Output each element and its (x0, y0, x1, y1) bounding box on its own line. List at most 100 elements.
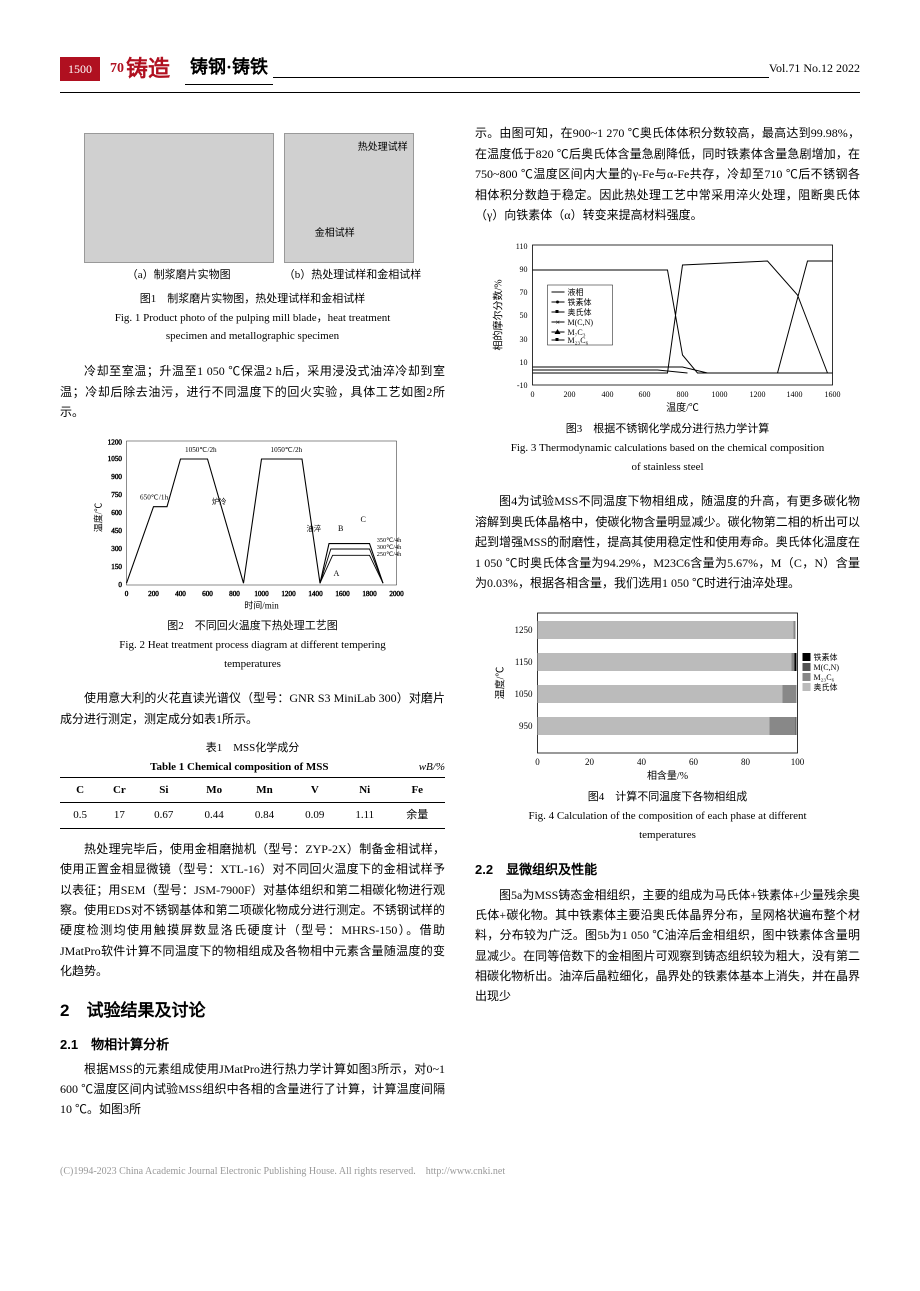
svg-text:M₂₃C₆: M₂₃C₆ (814, 673, 835, 682)
svg-text:1200: 1200 (750, 390, 766, 399)
fig1a-image (84, 133, 274, 263)
fig2-chart: 0 150 300 450 600 750 900 1050 1200 0 20… (60, 432, 445, 612)
svg-text:70: 70 (520, 288, 528, 297)
fig1a-subcaption: （a）制浆磨片实物图 (84, 266, 274, 285)
section-title: 铸钢·铸铁 (185, 52, 273, 86)
svg-text:450: 450 (111, 527, 122, 535)
svg-text:1600: 1600 (825, 390, 841, 399)
svg-text:炉冷: 炉冷 (212, 497, 226, 506)
svg-text:950: 950 (519, 721, 533, 731)
svg-text:1200: 1200 (108, 439, 123, 447)
svg-text:1800: 1800 (362, 590, 377, 598)
figure-2: 0 150 300 450 600 750 900 1050 1200 0 20… (60, 432, 445, 673)
fig2-caption-en2: temperatures (60, 655, 445, 674)
svg-text:20: 20 (585, 757, 595, 767)
svg-text:800: 800 (229, 590, 240, 598)
svg-text:90: 90 (520, 265, 528, 274)
paragraph: 热处理完毕后，使用金相磨抛机（型号：ZYP-2X）制备金相试样，使用正置金相显微… (60, 839, 445, 982)
fig4-caption-en1: Fig. 4 Calculation of the composition of… (475, 807, 860, 826)
svg-text:油淬: 油淬 (307, 524, 321, 533)
svg-text:800: 800 (677, 390, 689, 399)
svg-text:0: 0 (118, 581, 122, 589)
table1-caption: 表1 MSS化学成分 Table 1 Chemical composition … (60, 739, 445, 776)
logo: 70 铸造 (110, 50, 170, 87)
svg-text:1600: 1600 (335, 590, 350, 598)
paragraph: 使用意大利的火花直读光谱仪（型号：GNR S3 MiniLab 300）对磨片成… (60, 688, 445, 729)
svg-text:1000: 1000 (712, 390, 728, 399)
svg-text:1050: 1050 (515, 689, 534, 699)
page-footer: (C)1994-2023 China Academic Journal Elec… (60, 1163, 860, 1180)
svg-text:相含量/%: 相含量/% (647, 769, 688, 782)
svg-text:液相: 液相 (568, 287, 584, 297)
fig2-caption-cn: 图2 不同回火温度下热处理工艺图 (60, 617, 445, 636)
page-number: 1500 (60, 57, 100, 81)
svg-text:1250: 1250 (515, 625, 534, 635)
svg-text:110: 110 (516, 242, 528, 251)
svg-text:900: 900 (111, 473, 122, 481)
svg-text:时间/min: 时间/min (244, 600, 279, 611)
table1-header-row: C Cr Si Mo Mn V Ni Fe (60, 777, 445, 803)
table1-data-row: 0.5 17 0.67 0.44 0.84 0.09 1.11 余量 (60, 803, 445, 829)
svg-text:400: 400 (175, 590, 186, 598)
svg-text:600: 600 (202, 590, 213, 598)
svg-text:1150: 1150 (515, 657, 533, 667)
svg-text:铁素体: 铁素体 (814, 652, 838, 662)
fig4-caption-cn: 图4 计算不同温度下各物相组成 (475, 788, 860, 807)
svg-text:200: 200 (148, 590, 159, 598)
svg-text:M(C,N): M(C,N) (814, 663, 840, 672)
svg-text:300: 300 (111, 545, 122, 553)
content-columns: （a）制浆磨片实物图 热处理试样 金相试样 （b）热处理试样和金相试样 图1 制… (60, 123, 860, 1122)
fig4-caption-en2: temperatures (475, 826, 860, 845)
svg-text:奥氏体: 奥氏体 (568, 307, 592, 317)
svg-text:A: A (334, 569, 340, 578)
svg-text:300℃/4h: 300℃/4h (377, 544, 402, 551)
svg-text:30: 30 (520, 335, 528, 344)
svg-text:温度/℃: 温度/℃ (92, 503, 103, 533)
paragraph: 图4为试验MSS不同温度下物相组成，随温度的升高，有更多碳化物溶解到奥氏体晶格中… (475, 491, 860, 593)
svg-text:0: 0 (531, 390, 535, 399)
table1: C Cr Si Mo Mn V Ni Fe 0.5 17 0.67 0.44 0… (60, 777, 445, 829)
svg-text:1000: 1000 (254, 590, 269, 598)
svg-text:650℃/1h: 650℃/1h (140, 494, 168, 502)
section-2-heading: 2 试验结果及讨论 (60, 997, 445, 1026)
svg-text:1050℃/2h: 1050℃/2h (271, 446, 303, 454)
fig1b-image: 热处理试样 金相试样 (284, 133, 414, 263)
fig1b-subcaption: （b）热处理试样和金相试样 (284, 266, 422, 285)
svg-text:C: C (361, 515, 366, 524)
svg-text:200: 200 (564, 390, 576, 399)
svg-text:1050: 1050 (108, 455, 123, 463)
svg-text:B: B (338, 524, 343, 533)
svg-text:600: 600 (111, 509, 122, 517)
right-column: 示。由图可知，在900~1 270 ℃奥氏体体积分数较高，最高达到99.98%，… (475, 123, 860, 1122)
svg-text:50: 50 (520, 311, 528, 320)
svg-text:0: 0 (535, 757, 540, 767)
svg-text:1200: 1200 (281, 590, 296, 598)
fig3-chart: 110 90 70 50 30 10 -10 0 200 400 600 800… (475, 235, 860, 415)
svg-text:80: 80 (741, 757, 751, 767)
svg-text:40: 40 (637, 757, 647, 767)
svg-text:60: 60 (689, 757, 699, 767)
svg-text:铁素体: 铁素体 (568, 297, 592, 307)
svg-text:150: 150 (111, 563, 122, 571)
svg-text:250℃/4h: 250℃/4h (377, 552, 402, 559)
volume-info: Vol.71 No.12 2022 (769, 58, 860, 80)
svg-text:750: 750 (111, 491, 122, 499)
fig1-caption-cn: 图1 制浆磨片实物图，热处理试样和金相试样 (60, 290, 445, 309)
figure-4: 1250 1150 1050 950 0 20 40 60 80 100 (475, 603, 860, 844)
fig3-caption-en2: of stainless steel (475, 458, 860, 477)
fig2-caption-en1: Fig. 2 Heat treatment process diagram at… (60, 636, 445, 655)
figure-1: （a）制浆磨片实物图 热处理试样 金相试样 （b）热处理试样和金相试样 图1 制… (60, 133, 445, 346)
paragraph: 图5a为MSS铸态金相组织，主要的组成为马氏体+铁素体+少量残余奥氏体+碳化物。… (475, 885, 860, 1007)
svg-text:0: 0 (125, 590, 129, 598)
section-2.2-heading: 2.2 显微组织及性能 (475, 859, 860, 881)
svg-text:100: 100 (791, 757, 805, 767)
svg-text:-10: -10 (517, 381, 528, 390)
fig4-chart: 1250 1150 1050 950 0 20 40 60 80 100 (475, 603, 860, 783)
svg-text:10: 10 (520, 358, 528, 367)
left-column: （a）制浆磨片实物图 热处理试样 金相试样 （b）热处理试样和金相试样 图1 制… (60, 123, 445, 1122)
figure-3: 110 90 70 50 30 10 -10 0 200 400 600 800… (475, 235, 860, 476)
svg-text:奥氏体: 奥氏体 (814, 682, 838, 692)
svg-text:相的摩尔分数/%: 相的摩尔分数/% (492, 280, 505, 351)
svg-text:600: 600 (639, 390, 651, 399)
svg-text:温度/℃: 温度/℃ (666, 401, 699, 414)
